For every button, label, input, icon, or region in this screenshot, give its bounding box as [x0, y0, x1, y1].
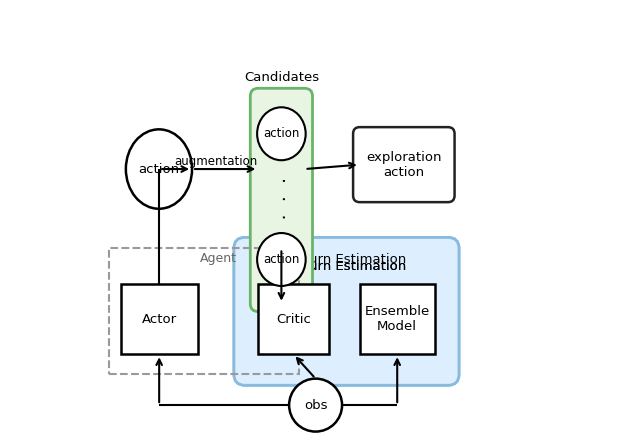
Bar: [258, 284, 329, 354]
Text: Return Estimation: Return Estimation: [287, 259, 406, 273]
Text: Agent: Agent: [200, 252, 237, 265]
Text: action: action: [138, 163, 179, 175]
Text: Return Estimation: Return Estimation: [287, 259, 406, 273]
Text: Return Estimation: Return Estimation: [287, 253, 406, 266]
Text: Candidates: Candidates: [244, 71, 319, 84]
Bar: [120, 284, 198, 354]
Ellipse shape: [289, 379, 342, 432]
Text: Critic: Critic: [276, 313, 311, 325]
Text: action: action: [263, 253, 300, 266]
Text: augmentation: augmentation: [175, 155, 258, 168]
Ellipse shape: [257, 233, 306, 286]
Bar: [360, 284, 435, 354]
Text: . . .: . . .: [274, 175, 289, 221]
FancyBboxPatch shape: [353, 127, 454, 202]
FancyBboxPatch shape: [234, 238, 459, 385]
Ellipse shape: [126, 129, 192, 209]
Text: Ensemble
Model: Ensemble Model: [365, 305, 430, 333]
Text: action: action: [263, 127, 300, 140]
Bar: [109, 249, 299, 374]
Ellipse shape: [257, 107, 306, 160]
FancyBboxPatch shape: [250, 88, 312, 312]
Text: obs: obs: [304, 399, 327, 412]
FancyBboxPatch shape: [234, 238, 459, 385]
Text: exploration
action: exploration action: [366, 151, 442, 178]
Text: Actor: Actor: [141, 313, 177, 325]
